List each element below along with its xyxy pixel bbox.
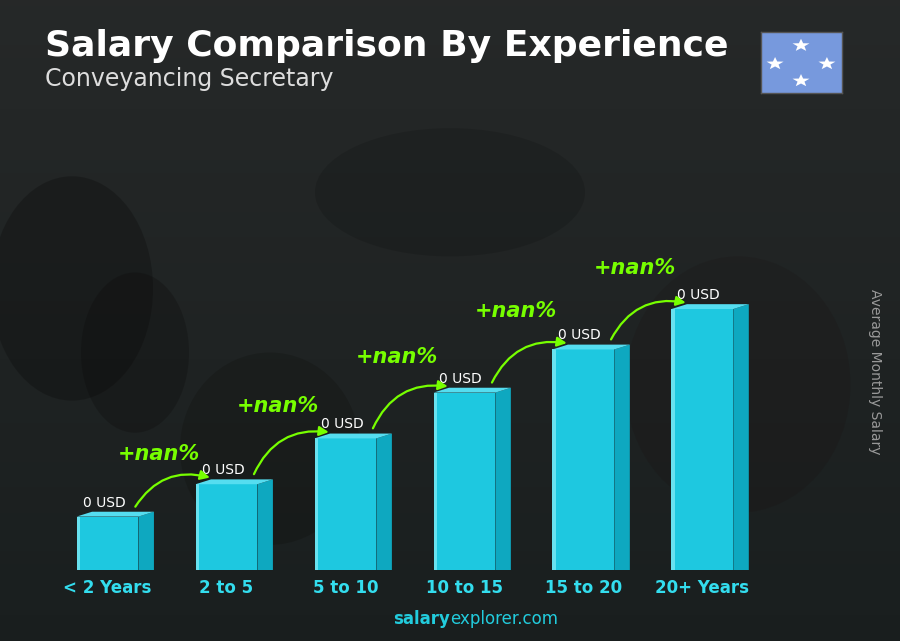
Bar	[553, 349, 615, 570]
Polygon shape	[734, 304, 749, 570]
Bar	[553, 349, 556, 570]
Text: +nan%: +nan%	[594, 258, 676, 278]
Bar	[671, 309, 733, 570]
Polygon shape	[818, 57, 835, 69]
Bar	[434, 392, 495, 570]
Bar	[195, 484, 257, 570]
Text: 0 USD: 0 USD	[558, 328, 601, 342]
Polygon shape	[671, 304, 749, 309]
Polygon shape	[76, 512, 154, 517]
Text: 0 USD: 0 USD	[439, 372, 482, 386]
Text: Average Monthly Salary: Average Monthly Salary	[868, 289, 883, 454]
Polygon shape	[257, 479, 273, 570]
Polygon shape	[553, 345, 630, 349]
Text: salary: salary	[393, 610, 450, 628]
Polygon shape	[615, 345, 630, 570]
Text: 0 USD: 0 USD	[320, 417, 364, 431]
Text: +nan%: +nan%	[237, 395, 319, 416]
Text: +nan%: +nan%	[356, 347, 438, 367]
Polygon shape	[195, 479, 273, 484]
Text: explorer.com: explorer.com	[450, 610, 558, 628]
Polygon shape	[139, 512, 154, 570]
Polygon shape	[315, 433, 392, 438]
Bar	[315, 438, 319, 570]
Polygon shape	[767, 57, 784, 69]
Ellipse shape	[81, 272, 189, 433]
Ellipse shape	[626, 256, 850, 513]
Bar	[434, 392, 437, 570]
Bar	[195, 484, 199, 570]
Text: +nan%: +nan%	[118, 444, 200, 464]
Polygon shape	[376, 433, 392, 570]
Bar	[76, 517, 139, 570]
Bar	[315, 438, 376, 570]
Text: Salary Comparison By Experience: Salary Comparison By Experience	[45, 29, 728, 63]
Bar	[76, 517, 80, 570]
Polygon shape	[793, 74, 809, 86]
Text: 0 USD: 0 USD	[678, 288, 720, 302]
Ellipse shape	[180, 353, 360, 545]
Text: 0 USD: 0 USD	[202, 463, 244, 478]
Text: Conveyancing Secretary: Conveyancing Secretary	[45, 67, 334, 91]
Polygon shape	[793, 38, 809, 51]
Text: 0 USD: 0 USD	[83, 495, 125, 510]
Bar	[671, 309, 675, 570]
Ellipse shape	[0, 176, 153, 401]
Text: +nan%: +nan%	[474, 301, 557, 321]
Polygon shape	[434, 388, 511, 392]
Polygon shape	[495, 388, 511, 570]
Ellipse shape	[315, 128, 585, 256]
